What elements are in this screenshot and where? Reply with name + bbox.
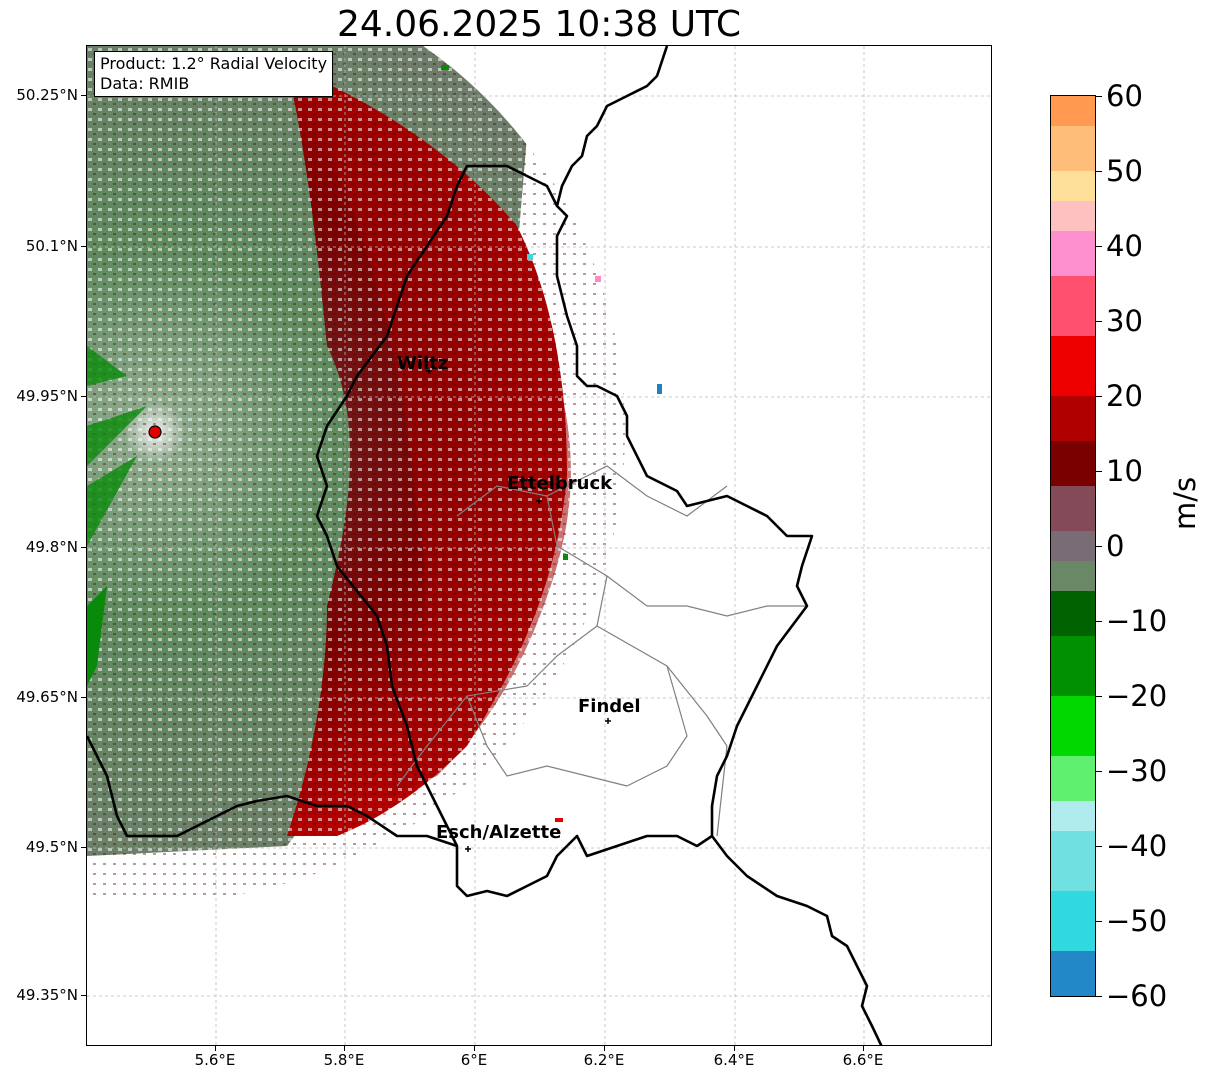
city-label-ettelbruck: Ettelbruck bbox=[507, 473, 613, 494]
colorbar-tick-label: 30 bbox=[1106, 304, 1143, 338]
radar-site-marker bbox=[148, 425, 162, 439]
colorbar-tick bbox=[1096, 171, 1102, 172]
colorbar-tick bbox=[1096, 546, 1102, 547]
y-tick bbox=[81, 547, 86, 548]
data-source-label: Data: RMIB bbox=[100, 74, 190, 93]
x-tick bbox=[215, 1046, 216, 1051]
colorbar-tick-label: −30 bbox=[1106, 754, 1168, 788]
y-tick-label: 50.1°N bbox=[25, 237, 78, 255]
city-label-wiltz: Wiltz bbox=[397, 353, 448, 374]
y-tick bbox=[81, 396, 86, 397]
city-label-findel: Findel bbox=[578, 696, 641, 717]
y-tick-label: 49.65°N bbox=[16, 688, 78, 706]
outlier-echoes bbox=[441, 65, 662, 822]
y-tick bbox=[81, 246, 86, 247]
colorbar-tick bbox=[1096, 96, 1102, 97]
x-tick bbox=[344, 1046, 345, 1051]
radar-map[interactable]: Wiltz Ettelbruck Findel Esch/Alzette bbox=[86, 45, 992, 1046]
colorbar-tick bbox=[1096, 921, 1102, 922]
y-tick-label: 49.95°N bbox=[16, 387, 78, 405]
x-tick bbox=[734, 1046, 735, 1051]
colorbar-tick-label: 50 bbox=[1106, 154, 1143, 188]
radar-map-svg: Wiltz Ettelbruck Findel Esch/Alzette bbox=[87, 46, 991, 1045]
colorbar-tick bbox=[1096, 696, 1102, 697]
x-tick-label: 5.6°E bbox=[194, 1051, 236, 1069]
colorbar-tick-label: −50 bbox=[1106, 904, 1168, 938]
colorbar-tick-label: −10 bbox=[1106, 604, 1168, 638]
x-tick-label: 5.8°E bbox=[323, 1051, 365, 1069]
colorbar-tick bbox=[1096, 771, 1102, 772]
y-tick-label: 49.35°N bbox=[16, 986, 78, 1004]
x-tick bbox=[604, 1046, 605, 1051]
city-markers bbox=[426, 368, 611, 852]
y-tick-label: 49.8°N bbox=[25, 538, 78, 556]
colorbar-tick bbox=[1096, 246, 1102, 247]
city-labels: Wiltz Ettelbruck Findel Esch/Alzette bbox=[397, 353, 641, 843]
x-tick bbox=[863, 1046, 864, 1051]
colorbar-tick-label: −40 bbox=[1106, 829, 1168, 863]
colorbar-gradient bbox=[1051, 96, 1095, 996]
colorbar-tick-label: 10 bbox=[1106, 454, 1143, 488]
map-title: 24.06.2025 10:38 UTC bbox=[336, 4, 742, 45]
colorbar-tick-label: −60 bbox=[1106, 979, 1168, 1013]
colorbar-tick bbox=[1096, 471, 1102, 472]
y-tick-label: 49.5°N bbox=[25, 838, 78, 856]
x-tick-label: 6°E bbox=[460, 1051, 488, 1069]
product-label: Product: 1.2° Radial Velocity bbox=[100, 54, 328, 73]
colorbar-tick bbox=[1096, 396, 1102, 397]
colorbar-tick-label: 40 bbox=[1106, 229, 1143, 263]
y-tick bbox=[81, 847, 86, 848]
colorbar-tick-label: −20 bbox=[1106, 679, 1168, 713]
national-borders bbox=[87, 46, 883, 1045]
city-label-esch-alzette: Esch/Alzette bbox=[436, 822, 561, 843]
colorbar-tick-label: 0 bbox=[1106, 529, 1125, 563]
x-tick bbox=[474, 1046, 475, 1051]
x-tick-label: 6.4°E bbox=[713, 1051, 755, 1069]
x-tick-label: 6.2°E bbox=[583, 1051, 625, 1069]
colorbar-tick bbox=[1096, 996, 1102, 997]
y-tick bbox=[81, 95, 86, 96]
product-info-box: Product: 1.2° Radial Velocity Data: RMIB bbox=[94, 51, 334, 97]
velocity-colorbar bbox=[1050, 95, 1096, 997]
colorbar-tick bbox=[1096, 321, 1102, 322]
colorbar-tick bbox=[1096, 846, 1102, 847]
x-tick-label: 6.6°E bbox=[842, 1051, 884, 1069]
colorbar-tick-label: 20 bbox=[1106, 379, 1143, 413]
y-tick bbox=[81, 697, 86, 698]
canton-borders bbox=[396, 465, 807, 837]
colorbar-tick-label: 60 bbox=[1106, 79, 1143, 113]
radar-echoes bbox=[87, 46, 625, 902]
colorbar-tick bbox=[1096, 621, 1102, 622]
y-tick bbox=[81, 995, 86, 996]
colorbar-unit-label: m/s bbox=[1168, 476, 1202, 530]
y-tick-label: 50.25°N bbox=[16, 86, 78, 104]
